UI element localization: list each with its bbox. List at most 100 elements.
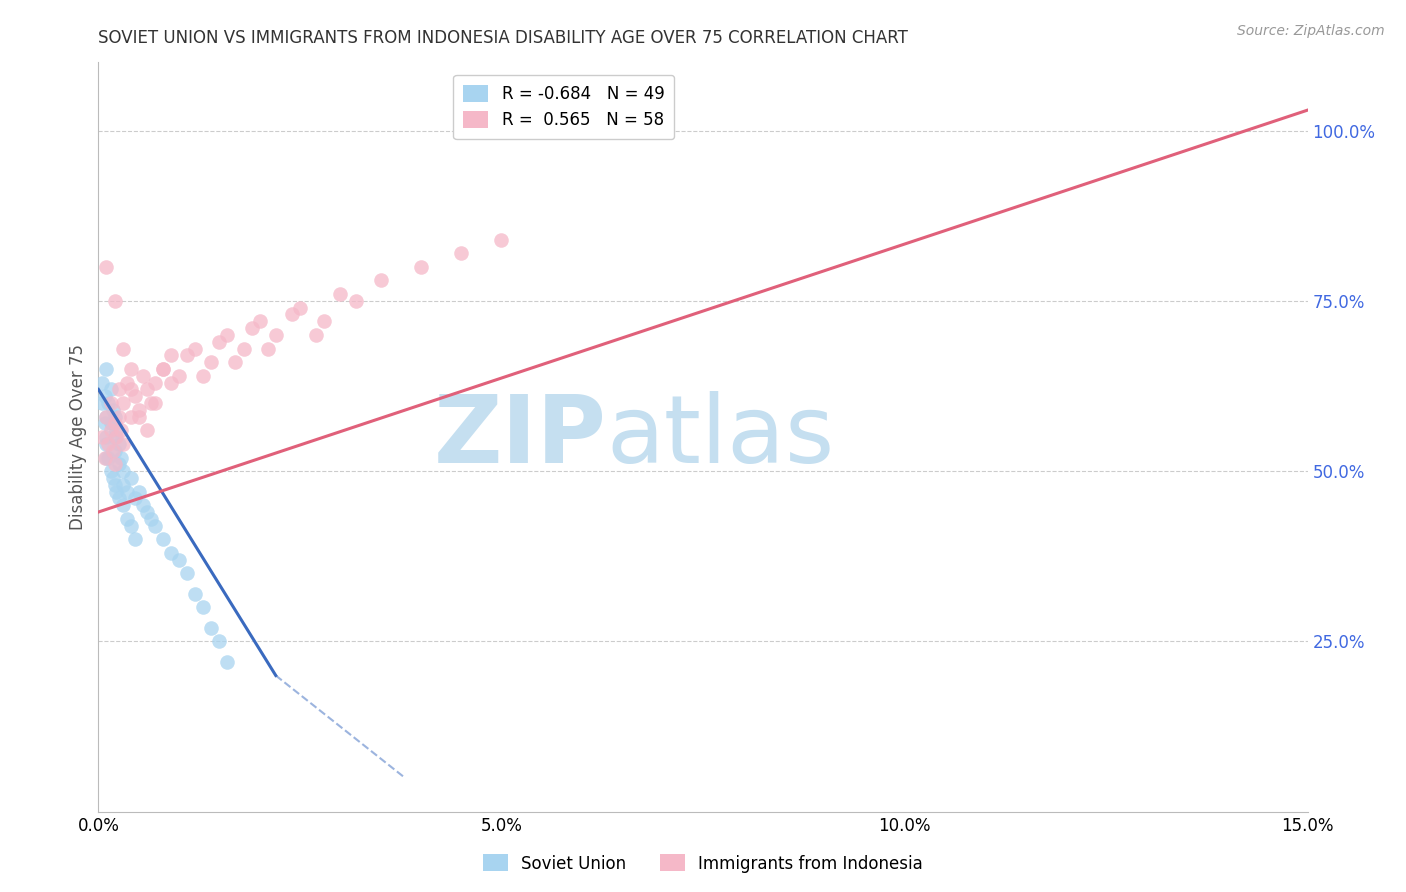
- Y-axis label: Disability Age Over 75: Disability Age Over 75: [69, 344, 87, 530]
- Point: [103, 477, 125, 491]
- Point: [314, 314, 336, 328]
- Point: [96, 437, 118, 451]
- Point: [115, 484, 138, 499]
- Point: [128, 409, 150, 424]
- Point: [103, 430, 125, 444]
- Point: [139, 512, 162, 526]
- Point: [111, 477, 134, 491]
- Point: [120, 518, 142, 533]
- Point: [135, 383, 157, 397]
- Point: [107, 458, 129, 472]
- Point: [124, 491, 146, 506]
- Point: [491, 233, 513, 247]
- Point: [94, 417, 117, 431]
- Point: [120, 471, 142, 485]
- Point: [152, 362, 174, 376]
- Point: [135, 423, 157, 437]
- Point: [91, 376, 114, 390]
- Point: [100, 464, 122, 478]
- Point: [115, 376, 138, 390]
- Point: [94, 389, 117, 403]
- Point: [101, 443, 124, 458]
- Point: [111, 498, 134, 512]
- Point: [208, 634, 231, 648]
- Point: [96, 450, 118, 465]
- Point: [143, 518, 166, 533]
- Text: SOVIET UNION VS IMMIGRANTS FROM INDONESIA DISABILITY AGE OVER 75 CORRELATION CHA: SOVIET UNION VS IMMIGRANTS FROM INDONESI…: [98, 29, 908, 47]
- Point: [184, 587, 207, 601]
- Point: [96, 260, 118, 274]
- Point: [96, 409, 118, 424]
- Point: [96, 430, 118, 444]
- Point: [107, 437, 129, 451]
- Point: [344, 293, 367, 308]
- Point: [139, 396, 162, 410]
- Point: [200, 621, 222, 635]
- Point: [281, 308, 304, 322]
- Point: [167, 368, 190, 383]
- Text: Source: ZipAtlas.com: Source: ZipAtlas.com: [1237, 24, 1385, 38]
- Point: [120, 409, 142, 424]
- Point: [100, 417, 122, 431]
- Point: [103, 417, 125, 431]
- Text: atlas: atlas: [606, 391, 835, 483]
- Point: [124, 389, 146, 403]
- Point: [91, 396, 114, 410]
- Point: [100, 383, 122, 397]
- Point: [124, 533, 146, 547]
- Point: [160, 348, 183, 362]
- Point: [193, 368, 215, 383]
- Point: [96, 362, 118, 376]
- Point: [217, 655, 239, 669]
- Point: [128, 484, 150, 499]
- Point: [97, 450, 120, 465]
- Point: [176, 566, 198, 581]
- Point: [208, 334, 231, 349]
- Point: [97, 396, 120, 410]
- Point: [135, 505, 157, 519]
- Point: [105, 484, 128, 499]
- Point: [264, 327, 287, 342]
- Point: [305, 327, 328, 342]
- Point: [232, 342, 254, 356]
- Point: [110, 423, 132, 437]
- Point: [152, 362, 174, 376]
- Point: [409, 260, 432, 274]
- Point: [240, 321, 263, 335]
- Point: [143, 376, 166, 390]
- Point: [152, 533, 174, 547]
- Point: [103, 443, 125, 458]
- Point: [101, 471, 124, 485]
- Point: [107, 383, 129, 397]
- Point: [128, 402, 150, 417]
- Legend: R = -0.684   N = 49, R =  0.565   N = 58: R = -0.684 N = 49, R = 0.565 N = 58: [453, 75, 675, 139]
- Point: [288, 301, 311, 315]
- Point: [111, 396, 134, 410]
- Point: [94, 450, 117, 465]
- Text: ZIP: ZIP: [433, 391, 606, 483]
- Point: [132, 368, 155, 383]
- Point: [120, 383, 142, 397]
- Point: [103, 409, 125, 424]
- Point: [97, 437, 120, 451]
- Point: [143, 396, 166, 410]
- Point: [103, 293, 125, 308]
- Point: [120, 362, 142, 376]
- Point: [370, 273, 392, 287]
- Point: [103, 458, 125, 472]
- Point: [132, 498, 155, 512]
- Point: [217, 327, 239, 342]
- Point: [105, 430, 128, 444]
- Point: [450, 246, 472, 260]
- Point: [160, 546, 183, 560]
- Point: [249, 314, 271, 328]
- Point: [91, 430, 114, 444]
- Point: [107, 409, 129, 424]
- Point: [176, 348, 198, 362]
- Point: [110, 450, 132, 465]
- Point: [200, 355, 222, 369]
- Point: [111, 464, 134, 478]
- Point: [111, 437, 134, 451]
- Point: [101, 402, 124, 417]
- Point: [160, 376, 183, 390]
